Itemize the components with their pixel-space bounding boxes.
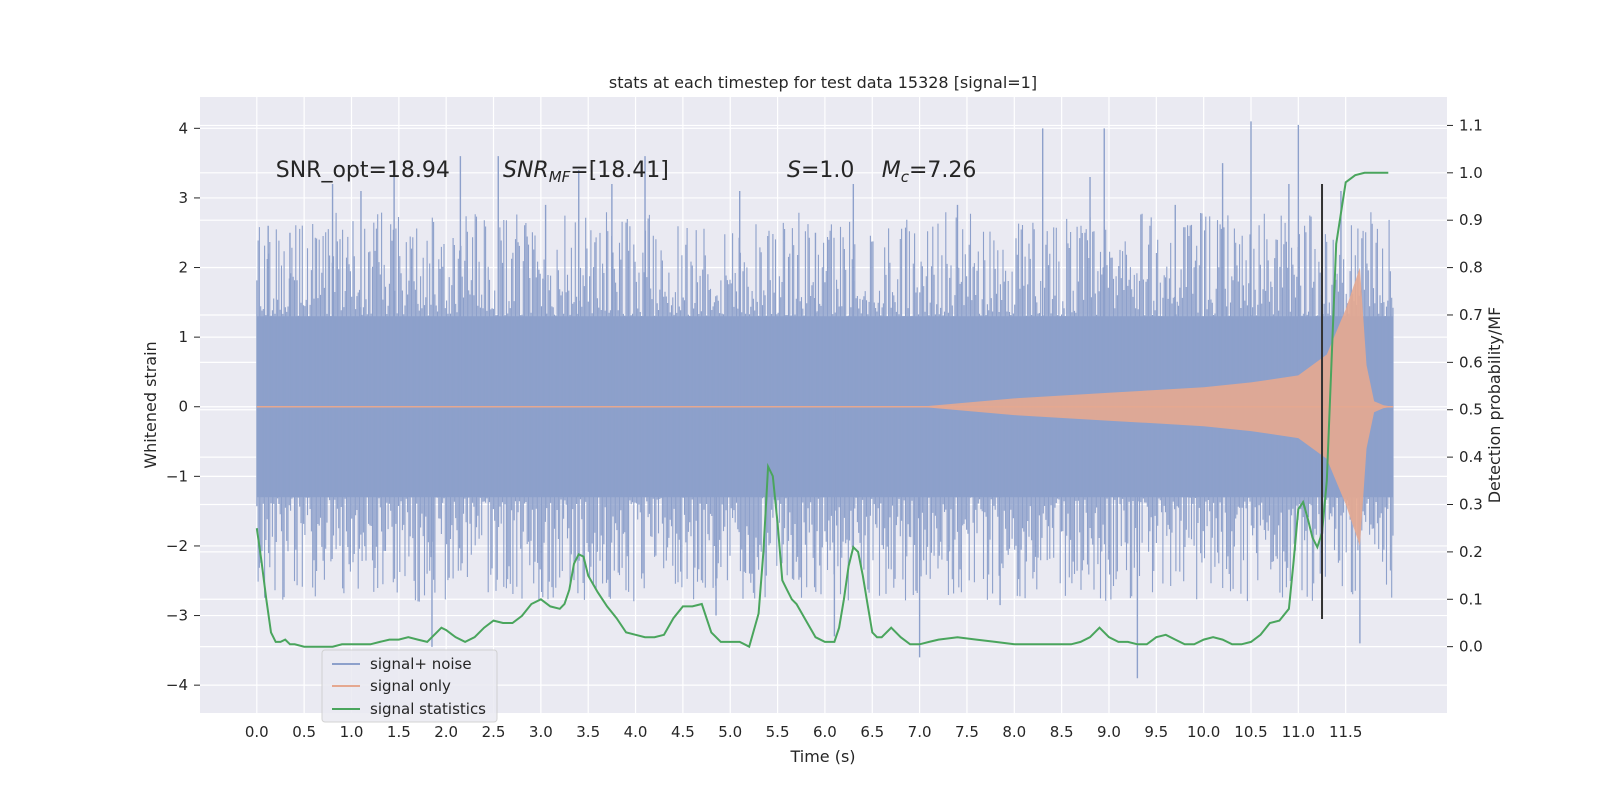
x-tick-label: 7.0 (908, 723, 932, 741)
x-tick-label: 4.0 (624, 723, 648, 741)
x-tick-label: 5.5 (766, 723, 790, 741)
y2-tick-label: 0.4 (1459, 448, 1483, 466)
legend-label: signal+ noise (370, 655, 472, 673)
y-tick-label: 3 (178, 189, 188, 207)
y2-tick-label: 0.7 (1459, 306, 1483, 324)
y-tick-label: −3 (166, 607, 188, 625)
x-tick-label: 6.5 (860, 723, 884, 741)
x-tick-label: 5.0 (718, 723, 742, 741)
y-axis-label: Whitened strain (141, 341, 160, 468)
series-signal-only (256, 267, 1394, 546)
y2-tick-label: 0.9 (1459, 211, 1483, 229)
x-tick-label: 2.0 (434, 723, 458, 741)
x-tick-label: 3.0 (529, 723, 553, 741)
y-axis-left: −4 −3 −2 −1 0 1 2 3 4 (166, 119, 200, 694)
y-tick-label: 1 (178, 328, 188, 346)
x-tick-label: 3.5 (576, 723, 600, 741)
annotation-main: SNR (503, 158, 549, 183)
annotation-text: SNRMF=[18.41] (503, 158, 669, 186)
annotation-suffix: =7.26 (909, 158, 976, 183)
statistics-line (255, 171, 1389, 649)
y2-tick-label: 0.6 (1459, 353, 1483, 371)
x-tick-label: 1.0 (340, 723, 364, 741)
y2-tick-label: 0.3 (1459, 496, 1483, 514)
y2-tick-label: 0.2 (1459, 543, 1483, 561)
annotation-main: S (787, 158, 801, 183)
y-tick-label: 0 (178, 398, 188, 416)
annotation-text: Mc=7.26 (882, 158, 977, 186)
series-signal-statistics (255, 171, 1389, 649)
annotation-main: M (882, 158, 901, 183)
legend-box (321, 649, 498, 723)
legend-item: signal statistics (332, 700, 486, 718)
y2-axis-label: Detection probability/MF (1485, 307, 1504, 504)
x-axis: 0.0 0.5 1.0 1.5 2.0 2.5 3.0 3.5 4.0 4.5 5.0 5.5 6.0 6… (245, 723, 1363, 741)
annotation-main: SNR_opt=18.94 (276, 158, 450, 183)
x-tick-label: 8.5 (1050, 723, 1074, 741)
chart-title: stats at each timestep for test data 153… (609, 73, 1037, 92)
x-tick-label: 1.5 (387, 723, 411, 741)
y2-tick-label: 0.8 (1459, 259, 1483, 277)
legend-label: signal only (370, 677, 451, 695)
x-tick-label: 8.0 (1002, 723, 1026, 741)
legend-item: signal+ noise (332, 655, 472, 673)
y-tick-label: −4 (166, 676, 188, 694)
x-tick-label: 4.5 (671, 723, 695, 741)
y-tick-label: 2 (178, 259, 188, 277)
y-tick-label: −2 (166, 537, 188, 555)
legend-label: signal statistics (370, 700, 486, 718)
x-tick-label: 10.5 (1234, 723, 1267, 741)
legend-item: signal only (332, 677, 451, 695)
x-tick-label: 11.0 (1282, 723, 1315, 741)
annotation-suffix: =[18.41] (570, 158, 669, 183)
y2-tick-label: 0.0 (1459, 638, 1483, 656)
x-tick-label: 0.5 (292, 723, 316, 741)
annotation-text: SNR_opt=18.94 (276, 158, 450, 183)
annotation-subscript: c (901, 168, 910, 186)
x-tick-label: 9.0 (1097, 723, 1121, 741)
x-tick-label: 9.5 (1144, 723, 1168, 741)
x-tick-label: 7.5 (955, 723, 979, 741)
x-tick-label: 0.0 (245, 723, 269, 741)
y2-tick-label: 0.5 (1459, 401, 1483, 419)
x-axis-label: Time (s) (789, 747, 855, 766)
y-tick-label: −1 (166, 467, 188, 485)
annotation-text: S=1.0 (787, 158, 854, 183)
x-tick-label: 2.5 (482, 723, 506, 741)
y2-tick-label: 1.1 (1459, 116, 1483, 134)
x-tick-label: 11.5 (1329, 723, 1362, 741)
x-tick-label: 10.0 (1187, 723, 1220, 741)
legend: signal+ noise signal only signal statist… (321, 649, 498, 723)
annotation-suffix: =1.0 (801, 158, 854, 183)
y-axis-right: 0.0 0.1 0.2 0.3 0.4 0.5 0.6 0.7 0.8 0.9 1.0 1.1 (1447, 116, 1483, 656)
annotation-subscript: MF (549, 168, 571, 186)
y2-tick-label: 0.1 (1459, 590, 1483, 608)
y2-tick-label: 1.0 (1459, 164, 1483, 182)
x-tick-label: 6.0 (813, 723, 837, 741)
annotations: SNR_opt=18.94 SNRMF=[18.41] S=1.0 Mc=7.26 (276, 158, 977, 186)
y-tick-label: 4 (178, 119, 188, 137)
